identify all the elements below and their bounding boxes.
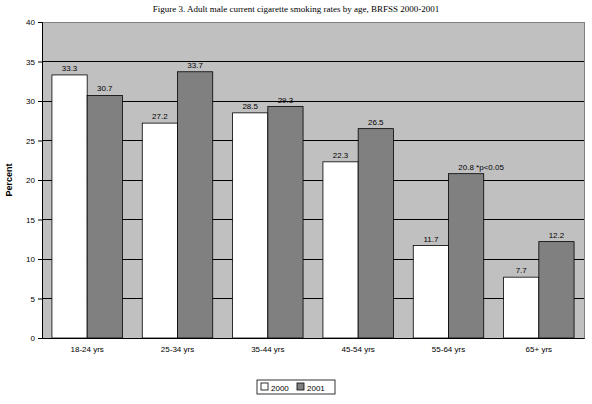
tick-label: 40 (26, 18, 35, 27)
bar (539, 242, 574, 338)
bar (178, 72, 213, 338)
tick-label: 15 (26, 216, 35, 225)
grid-line (42, 219, 584, 220)
legend: 2000 2001 (257, 380, 335, 394)
tick-label: 25-34 yrs (161, 345, 194, 354)
tick-mark (38, 62, 42, 63)
tick-label: 20 (26, 176, 35, 185)
data-label: 29.3 (278, 96, 294, 105)
tick-mark (38, 180, 42, 181)
bars (52, 72, 574, 338)
plot-background (42, 22, 584, 338)
grid-line (42, 101, 584, 102)
tick-mark (38, 259, 42, 260)
tick-label: 0 (31, 334, 36, 343)
data-label: 33.3 (62, 64, 78, 73)
bar (504, 277, 539, 338)
tick: 18-24 yrs (70, 338, 103, 354)
data-label: 26.5 (368, 118, 384, 127)
tick-mark (38, 220, 42, 221)
data-label: 30.7 (97, 84, 113, 93)
tick-mark (38, 338, 42, 339)
grid (42, 22, 584, 338)
axis-line (43, 338, 585, 339)
tick: 10 (26, 255, 42, 264)
tick-mark (38, 299, 42, 300)
tick-label: 18-24 yrs (70, 345, 103, 354)
tick: 0 (31, 334, 42, 343)
tick: 30 (26, 97, 42, 106)
tick-label: 35 (26, 58, 35, 67)
tick: 45-54 yrs (341, 338, 374, 354)
data-label: 11.7 (423, 235, 439, 244)
bar (233, 113, 268, 338)
grid-line (42, 61, 584, 62)
x-axis: 18-24 yrs 25-34 yrs 35-44 yrs 45-54 yrs 55-6… (43, 338, 585, 354)
grid-line (42, 180, 584, 181)
data-label: 28.5 (242, 102, 258, 111)
tick: 15 (26, 216, 42, 225)
tick-label: 45-54 yrs (341, 345, 374, 354)
legend-box (257, 380, 335, 394)
legend-label: 2001 (307, 384, 325, 393)
data-label: 27.2 (152, 112, 168, 121)
tick: 20 (26, 176, 42, 185)
data-label: 22.3 (333, 151, 349, 160)
axis-line (38, 23, 43, 339)
grid-line (42, 298, 584, 299)
plot: 0 5 10 15 20 25 30 35 40 18-24 yrs 25-34 yrs 35-44 … (26, 18, 584, 354)
tick-label: 25 (26, 137, 35, 146)
tick-mark (38, 22, 42, 23)
tick: 25 (26, 137, 42, 146)
chart: Figure 3. Adult male current cigarette s… (0, 0, 592, 404)
data-label: 12.2 (549, 231, 565, 240)
tick-label: 35-44 yrs (251, 345, 284, 354)
annotation: *p<0.05 (476, 163, 504, 172)
bar (358, 129, 393, 338)
tick: 35-44 yrs (251, 338, 284, 354)
legend-swatch (297, 383, 304, 390)
tick: 5 (31, 295, 42, 304)
bar (52, 75, 87, 338)
legend-swatch (261, 383, 268, 390)
tick: 35 (26, 58, 42, 67)
bar (323, 162, 358, 338)
tick-label: 55-64 yrs (432, 345, 465, 354)
y-axis: 0 5 10 15 20 25 30 35 40 (26, 18, 42, 343)
bar (268, 107, 303, 338)
tick-label: 30 (26, 97, 35, 106)
grid-line (42, 259, 584, 260)
tick: 25-34 yrs (161, 338, 194, 354)
tick-mark (38, 141, 42, 142)
bar (413, 246, 448, 338)
data-label: 33.7 (187, 61, 203, 70)
title: Figure 3. Adult male current cigarette s… (153, 4, 440, 14)
tick-label: 5 (31, 295, 36, 304)
data-label: 7.7 (516, 266, 528, 275)
axis-title: Percent (4, 163, 14, 196)
tick-label: 10 (26, 255, 35, 264)
bar (449, 174, 484, 338)
bar (87, 95, 122, 338)
data-label: 20.8 (458, 163, 474, 172)
tick: 40 (26, 18, 42, 27)
grid-line (42, 140, 584, 141)
tick: 55-64 yrs (432, 338, 465, 354)
tick-mark (38, 101, 42, 102)
legend-label: 2000 (271, 384, 289, 393)
data-labels: 33.3 27.2 28.5 22.3 11.7 7.7 30.7 33.7 29.3 26.5 2… (62, 61, 565, 275)
tick-label: 65+ yrs (526, 345, 552, 354)
bar (142, 123, 177, 338)
tick: 65+ yrs (526, 338, 552, 354)
plot-frame (42, 22, 584, 338)
